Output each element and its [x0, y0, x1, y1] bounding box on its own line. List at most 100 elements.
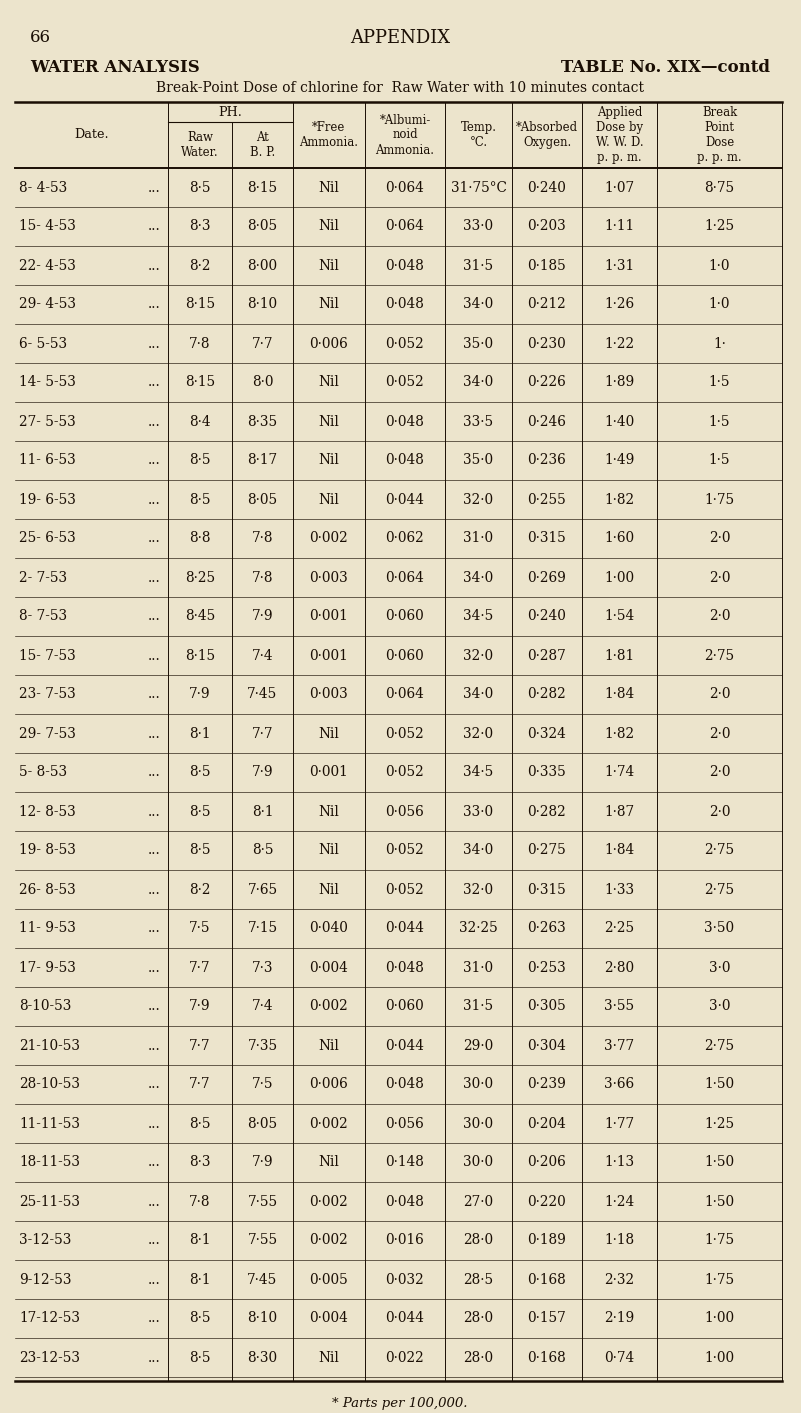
Text: 2·75: 2·75	[704, 883, 735, 896]
Text: 0·002: 0·002	[310, 1194, 348, 1208]
Text: 7·65: 7·65	[248, 883, 278, 896]
Text: 28·0: 28·0	[464, 1311, 493, 1325]
Text: 0·005: 0·005	[310, 1273, 348, 1286]
Text: 1·77: 1·77	[605, 1116, 634, 1130]
Text: 0·315: 0·315	[528, 531, 566, 545]
Text: 8·10: 8·10	[248, 1311, 278, 1325]
Text: 0·305: 0·305	[528, 999, 566, 1013]
Text: ...: ...	[147, 999, 160, 1013]
Text: 1·82: 1·82	[605, 726, 634, 740]
Text: 8·15: 8·15	[185, 298, 215, 311]
Text: 2·0: 2·0	[709, 571, 731, 585]
Text: 0·001: 0·001	[310, 649, 348, 663]
Text: 1·87: 1·87	[605, 804, 634, 818]
Text: * Parts per 100,000.: * Parts per 100,000.	[332, 1396, 468, 1410]
Text: 34·0: 34·0	[463, 376, 493, 390]
Text: 2- 7-53: 2- 7-53	[19, 571, 67, 585]
Text: 0·253: 0·253	[528, 961, 566, 975]
Text: 5- 8-53: 5- 8-53	[19, 766, 67, 780]
Text: 0·157: 0·157	[528, 1311, 566, 1325]
Text: ...: ...	[147, 531, 160, 545]
Text: 0·168: 0·168	[528, 1351, 566, 1365]
Text: 0·212: 0·212	[528, 298, 566, 311]
Text: 1·00: 1·00	[704, 1311, 735, 1325]
Text: ...: ...	[147, 921, 160, 935]
Text: *Free
Ammonia.: *Free Ammonia.	[300, 122, 359, 148]
Text: 7·9: 7·9	[189, 688, 211, 701]
Text: Raw
Water.: Raw Water.	[181, 131, 219, 160]
Text: 30·0: 30·0	[464, 1078, 493, 1091]
Text: 7·8: 7·8	[189, 1194, 211, 1208]
Text: 14- 5-53: 14- 5-53	[19, 376, 76, 390]
Text: 8·5: 8·5	[189, 454, 211, 468]
Text: 1·75: 1·75	[704, 493, 735, 506]
Text: 0·052: 0·052	[385, 844, 425, 858]
Text: 1·82: 1·82	[605, 493, 634, 506]
Text: 2·75: 2·75	[704, 1039, 735, 1053]
Text: ...: ...	[147, 571, 160, 585]
Text: 0·052: 0·052	[385, 766, 425, 780]
Text: 8·2: 8·2	[189, 259, 211, 273]
Text: 7·5: 7·5	[189, 921, 211, 935]
Text: 0·189: 0·189	[528, 1234, 566, 1248]
Text: Nil: Nil	[319, 298, 340, 311]
Text: 0·048: 0·048	[385, 259, 425, 273]
Text: 17-12-53: 17-12-53	[19, 1311, 80, 1325]
Text: 0·052: 0·052	[385, 726, 425, 740]
Text: 1·0: 1·0	[709, 298, 731, 311]
Text: 8·1: 8·1	[189, 726, 211, 740]
Text: Nil: Nil	[319, 414, 340, 428]
Text: 0·056: 0·056	[385, 804, 425, 818]
Text: 8·45: 8·45	[185, 609, 215, 623]
Text: Nil: Nil	[319, 493, 340, 506]
Text: 6- 5-53: 6- 5-53	[19, 336, 67, 350]
Text: PH.: PH.	[219, 106, 243, 119]
Text: 1·89: 1·89	[605, 376, 634, 390]
Text: 0·016: 0·016	[385, 1234, 425, 1248]
Text: 8·30: 8·30	[248, 1351, 278, 1365]
Text: 28·0: 28·0	[464, 1351, 493, 1365]
Text: 0·335: 0·335	[528, 766, 566, 780]
Text: 8·3: 8·3	[189, 219, 211, 233]
Text: 0·263: 0·263	[528, 921, 566, 935]
Text: 19- 6-53: 19- 6-53	[19, 493, 76, 506]
Text: 31·75°C: 31·75°C	[450, 181, 506, 195]
Text: 7·35: 7·35	[248, 1039, 278, 1053]
Text: 0·048: 0·048	[385, 454, 425, 468]
Text: 1·5: 1·5	[709, 454, 731, 468]
Text: 0·040: 0·040	[309, 921, 348, 935]
Text: 1·75: 1·75	[704, 1273, 735, 1286]
Text: ...: ...	[147, 649, 160, 663]
Text: 8·05: 8·05	[248, 219, 278, 233]
Text: ...: ...	[147, 1273, 160, 1286]
Text: Nil: Nil	[319, 376, 340, 390]
Text: 32·25: 32·25	[459, 921, 498, 935]
Text: 8·5: 8·5	[189, 1351, 211, 1365]
Text: 31·5: 31·5	[464, 999, 493, 1013]
Text: 7·9: 7·9	[252, 1156, 273, 1170]
Text: ...: ...	[147, 493, 160, 506]
Text: 0·240: 0·240	[528, 181, 566, 195]
Text: ...: ...	[147, 688, 160, 701]
Text: 0·220: 0·220	[528, 1194, 566, 1208]
Text: WATER ANALYSIS: WATER ANALYSIS	[30, 59, 199, 76]
Text: 1·74: 1·74	[605, 766, 634, 780]
Text: 1·11: 1·11	[605, 219, 634, 233]
Text: 0·052: 0·052	[385, 376, 425, 390]
Text: 0·006: 0·006	[310, 336, 348, 350]
Text: 1·00: 1·00	[605, 571, 634, 585]
Text: ...: ...	[147, 1351, 160, 1365]
Text: 34·5: 34·5	[463, 609, 493, 623]
Text: 23- 7-53: 23- 7-53	[19, 688, 76, 701]
Text: 0·062: 0·062	[385, 531, 425, 545]
Text: 1·75: 1·75	[704, 1234, 735, 1248]
Text: ...: ...	[147, 1116, 160, 1130]
Text: 0·060: 0·060	[385, 999, 425, 1013]
Text: 0·048: 0·048	[385, 1194, 425, 1208]
Text: 1·24: 1·24	[605, 1194, 634, 1208]
Text: 0·064: 0·064	[385, 571, 425, 585]
Text: 0·048: 0·048	[385, 1078, 425, 1091]
Text: 0·004: 0·004	[309, 961, 348, 975]
Text: 8·5: 8·5	[189, 181, 211, 195]
Text: 0·022: 0·022	[385, 1351, 425, 1365]
